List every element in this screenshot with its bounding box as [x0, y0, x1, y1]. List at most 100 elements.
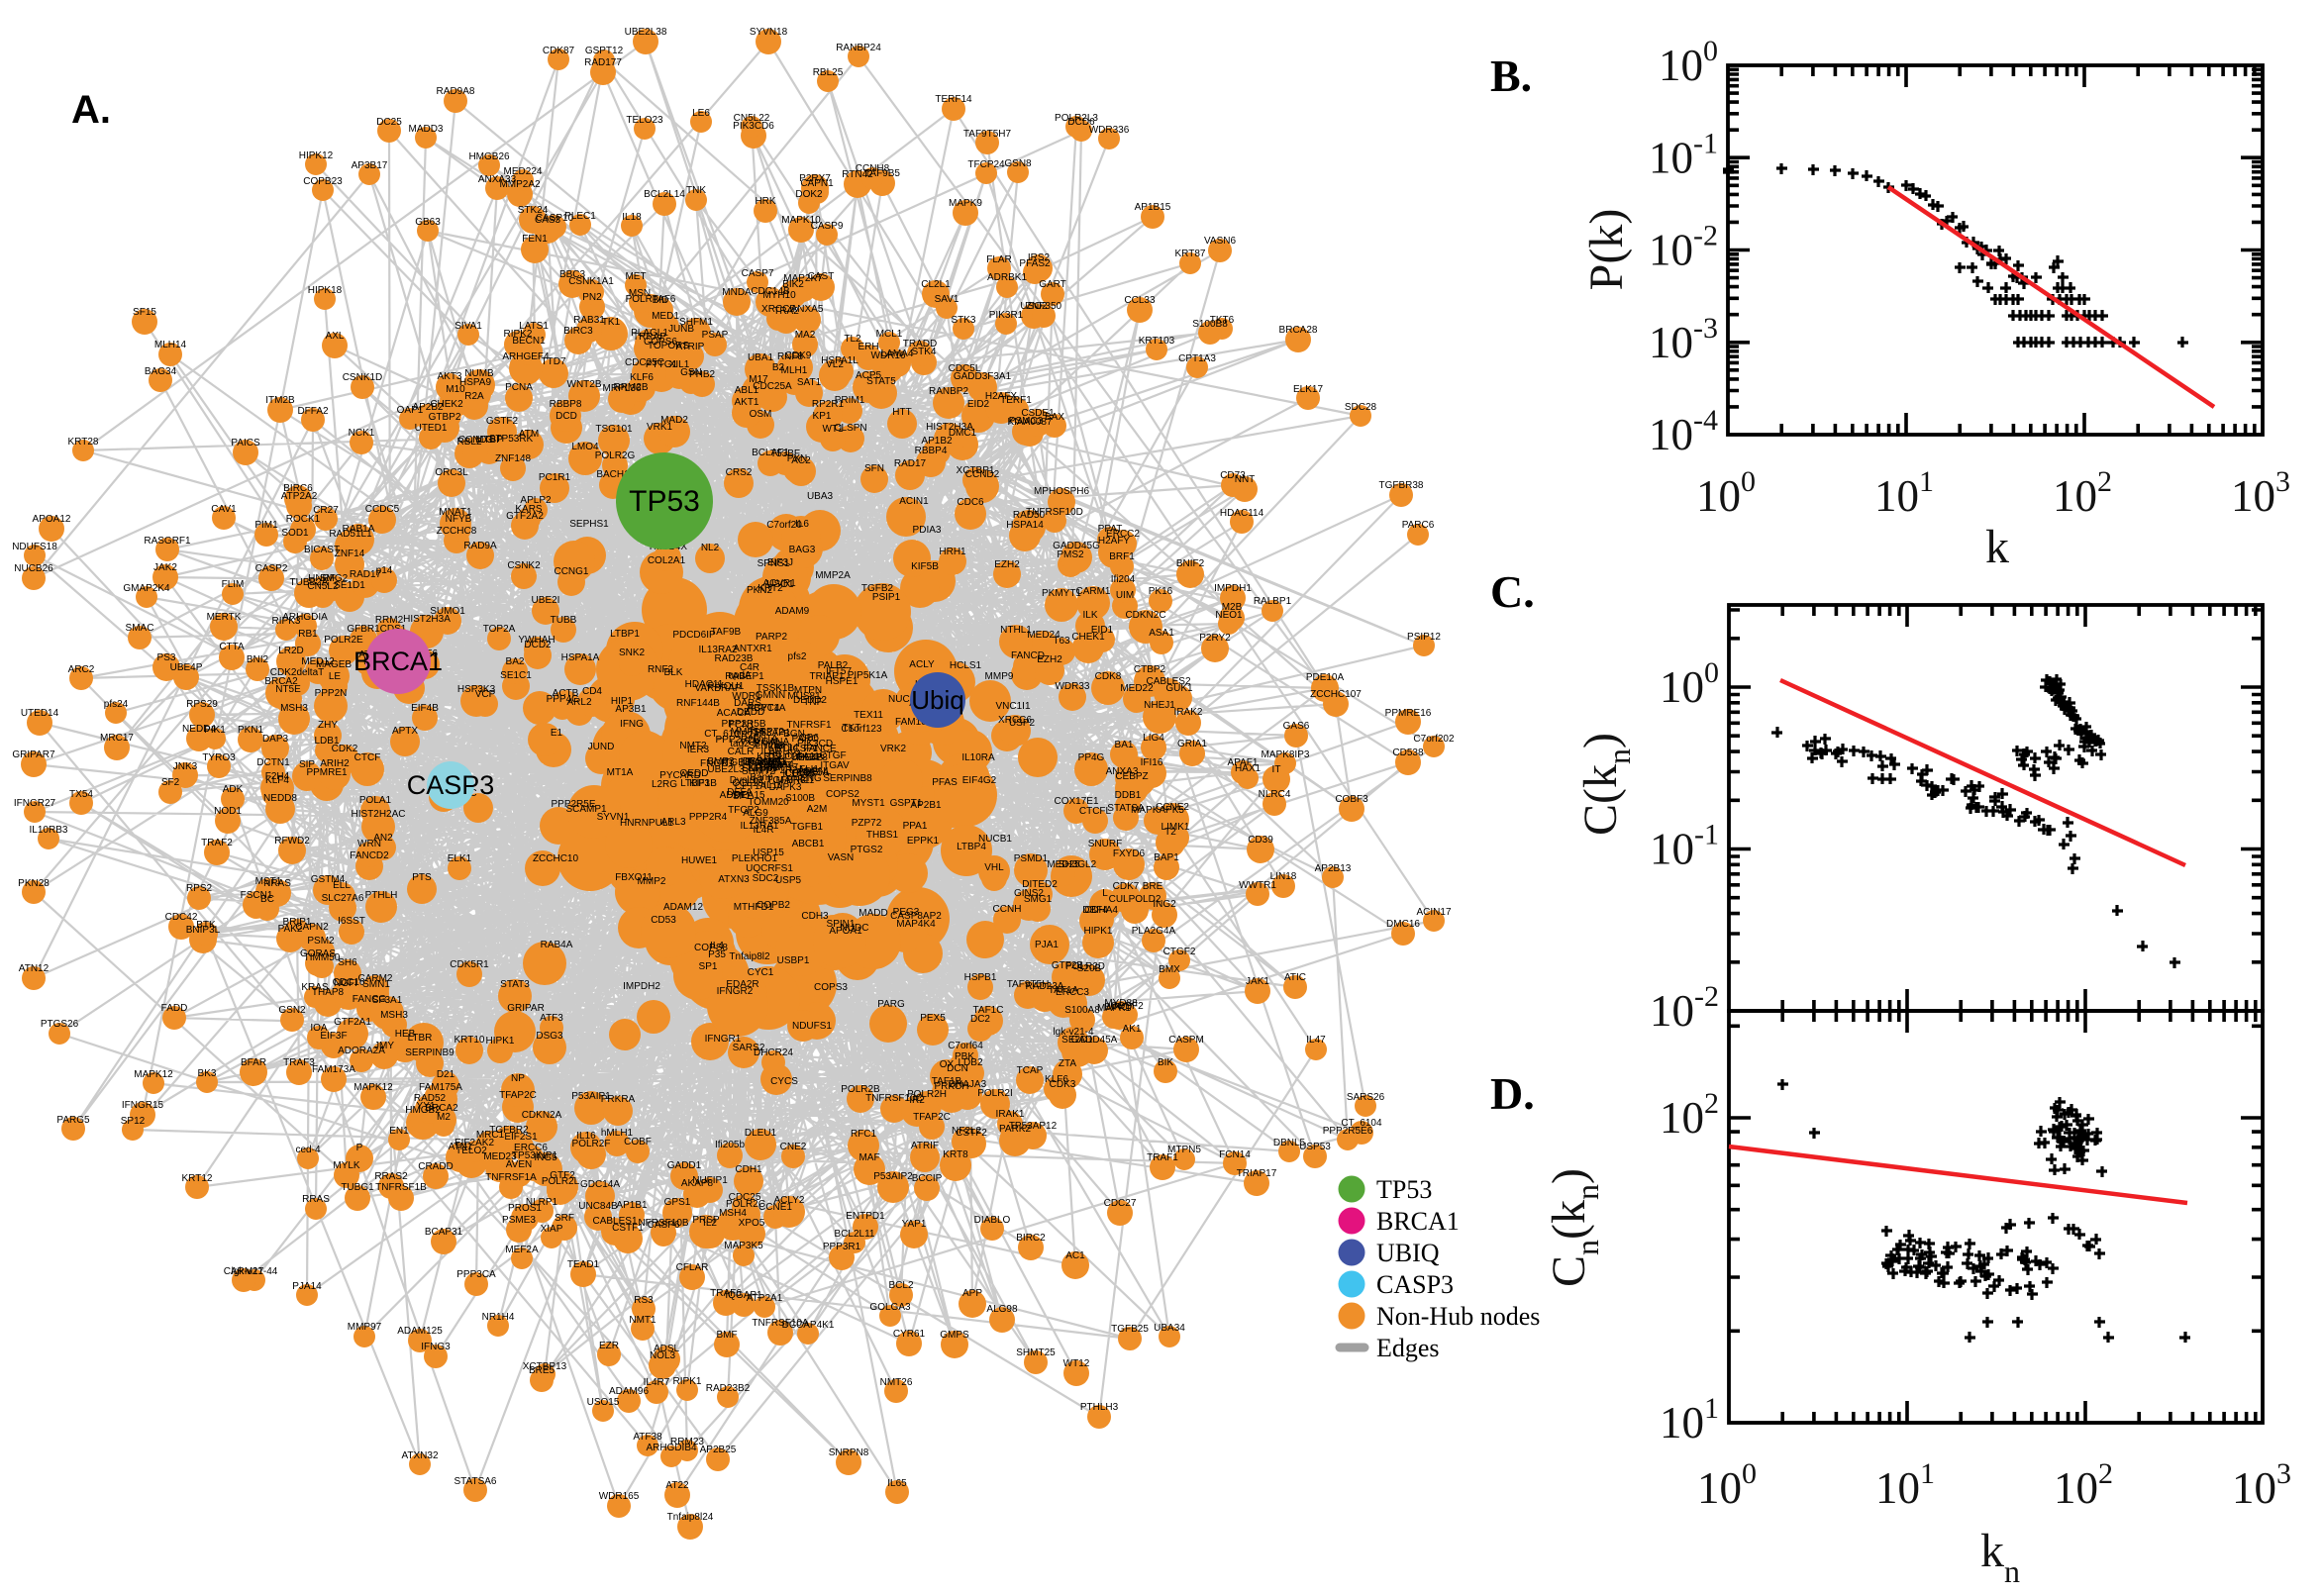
svg-text:EIF4B: EIF4B [411, 703, 439, 714]
svg-text:PPP2R2A: PPP2R2A [759, 765, 804, 776]
svg-text:TFCP2: TFCP2 [728, 805, 759, 816]
svg-text:IL2: IL2 [703, 1218, 717, 1229]
svg-text:NMT1: NMT1 [629, 1315, 656, 1326]
svg-text:XPO5: XPO5 [739, 1218, 765, 1229]
svg-text:APTX: APTX [392, 726, 418, 737]
svg-text:C7orf202: C7orf202 [1413, 734, 1455, 745]
svg-text:TNFRSF10C: TNFRSF10C [865, 1093, 923, 1104]
svg-text:CDKN2A: CDKN2A [522, 1110, 562, 1121]
svg-text:FADD: FADD [161, 1003, 188, 1014]
svg-text:PROS1: PROS1 [508, 1203, 542, 1214]
svg-text:PIM1: PIM1 [254, 520, 278, 531]
svg-text:ADAM9: ADAM9 [775, 606, 810, 617]
svg-text:ADD1: ADD1 [720, 790, 747, 801]
svg-text:NHEJ1: NHEJ1 [1144, 700, 1175, 711]
svg-text:PPP4C: PPP4C [547, 694, 579, 705]
svg-text:CD39: CD39 [1248, 835, 1273, 846]
svg-text:TGFBR2: TGFBR2 [489, 1125, 529, 1136]
svg-text:ITM2B: ITM2B [265, 395, 295, 406]
svg-text:ADAM96: ADAM96 [609, 1386, 649, 1397]
svg-text:HRH1: HRH1 [939, 547, 966, 557]
svg-text:AP2B13: AP2B13 [1315, 863, 1352, 874]
svg-text:ACTB: ACTB [553, 688, 579, 699]
svg-text:WNT2B: WNT2B [567, 379, 602, 390]
svg-text:pfs24: pfs24 [104, 699, 129, 710]
svg-text:IL13RA2: IL13RA2 [699, 645, 738, 655]
svg-text:CASP6: CASP6 [648, 1220, 680, 1231]
svg-text:ARHGDIB4: ARHGDIB4 [646, 1443, 697, 1453]
svg-text:PSIP1: PSIP1 [872, 592, 901, 603]
svg-text:SPNS1: SPNS1 [758, 558, 790, 569]
svg-text:HCLS1: HCLS1 [950, 660, 982, 671]
svg-text:RP2R1: RP2R1 [812, 399, 845, 410]
svg-text:lgk-v21-44: lgk-v21-44 [232, 1266, 278, 1277]
svg-text:CDC27: CDC27 [1104, 1198, 1137, 1209]
svg-text:RNF2: RNF2 [648, 664, 674, 675]
svg-text:TAF9B: TAF9B [711, 627, 742, 638]
svg-text:k: k [1985, 521, 2009, 573]
svg-text:COBF3: COBF3 [1335, 794, 1368, 805]
svg-text:NT5E: NT5E [275, 684, 301, 695]
svg-text:RAD50: RAD50 [1013, 510, 1046, 521]
svg-text:A2M: A2M [807, 804, 828, 815]
svg-text:TX5: TX5 [763, 757, 782, 768]
svg-text:npdA: npdA [728, 670, 752, 681]
svg-text:PKMYT1: PKMYT1 [1042, 588, 1081, 599]
svg-text:MTPN5: MTPN5 [1167, 1145, 1201, 1155]
svg-text:MED24: MED24 [1027, 630, 1060, 641]
svg-text:DCD: DCD [556, 411, 577, 422]
svg-text:TP53: TP53 [629, 485, 700, 518]
svg-text:NFYB: NFYB [446, 514, 472, 525]
svg-text:CR27: CR27 [313, 505, 339, 516]
svg-text:HIPK1: HIPK1 [486, 1036, 515, 1047]
svg-text:SDC28: SDC28 [1345, 402, 1377, 413]
svg-text:ADAM12: ADAM12 [663, 902, 703, 913]
svg-text:MAPK11: MAPK11 [776, 775, 815, 786]
svg-text:CYCS: CYCS [770, 1076, 798, 1087]
svg-text:BIRC7: BIRC7 [1104, 1002, 1134, 1013]
svg-text:CN5L2: CN5L2 [307, 581, 339, 592]
svg-text:DEDD2: DEDD2 [793, 695, 827, 706]
svg-text:CDC25C: CDC25C [625, 357, 664, 368]
svg-text:RIPK2: RIPK2 [504, 329, 533, 340]
svg-text:TRIAP17: TRIAP17 [1237, 1168, 1277, 1179]
svg-text:BECN1: BECN1 [512, 336, 546, 347]
svg-text:POLR2L3: POLR2L3 [1055, 113, 1098, 124]
svg-text:COPS8: COPS8 [694, 943, 728, 953]
svg-text:DAP3: DAP3 [262, 734, 289, 745]
svg-text:PDCD6IP: PDCD6IP [672, 630, 716, 641]
svg-text:ACP5: ACP5 [856, 370, 882, 381]
svg-text:SYVN18: SYVN18 [750, 27, 788, 38]
svg-text:KLF4: KLF4 [265, 775, 289, 786]
svg-text:PTHLH3: PTHLH3 [1080, 1402, 1119, 1413]
svg-text:MPHOSPH6: MPHOSPH6 [1034, 486, 1090, 497]
svg-text:S100A4: S100A4 [758, 759, 794, 770]
svg-text:MT1A: MT1A [607, 767, 634, 778]
svg-text:CCNG1: CCNG1 [554, 566, 588, 577]
svg-text:GAS6: GAS6 [1283, 721, 1310, 732]
svg-text:DNAJA3: DNAJA3 [949, 1079, 987, 1090]
svg-text:HMGB2: HMGB2 [405, 1105, 441, 1116]
svg-text:GTF2: GTF2 [550, 1170, 575, 1181]
svg-text:PJA1: PJA1 [1035, 940, 1059, 950]
svg-text:ABCB1: ABCB1 [792, 839, 825, 849]
svg-text:PARP2: PARP2 [756, 632, 787, 643]
svg-text:TSSK1B: TSSK1B [757, 683, 795, 694]
svg-text:M2B: M2B [1222, 602, 1243, 613]
svg-text:POLR2E: POLR2E [324, 635, 363, 646]
svg-text:LRSAM1: LRSAM1 [743, 756, 782, 767]
svg-text:S100A8: S100A8 [1064, 1005, 1100, 1016]
svg-text:ARL3: ARL3 [660, 817, 685, 828]
svg-text:PC1R1: PC1R1 [539, 472, 571, 483]
svg-text:NUCB2: NUCB2 [888, 694, 922, 705]
svg-text:ATN1: ATN1 [449, 1142, 473, 1152]
svg-text:PARK2: PARK2 [999, 1124, 1031, 1135]
svg-text:NMT26: NMT26 [880, 1377, 913, 1388]
svg-text:UBE2L38: UBE2L38 [625, 27, 667, 38]
svg-text:BCL2: BCL2 [888, 1280, 913, 1291]
svg-text:IL16: IL16 [576, 1131, 596, 1142]
svg-text:SCAMP1: SCAMP1 [565, 804, 607, 815]
svg-text:SE1D1: SE1D1 [334, 580, 365, 591]
svg-text:DITED2: DITED2 [1022, 879, 1058, 890]
svg-text:TNK: TNK [686, 185, 706, 196]
